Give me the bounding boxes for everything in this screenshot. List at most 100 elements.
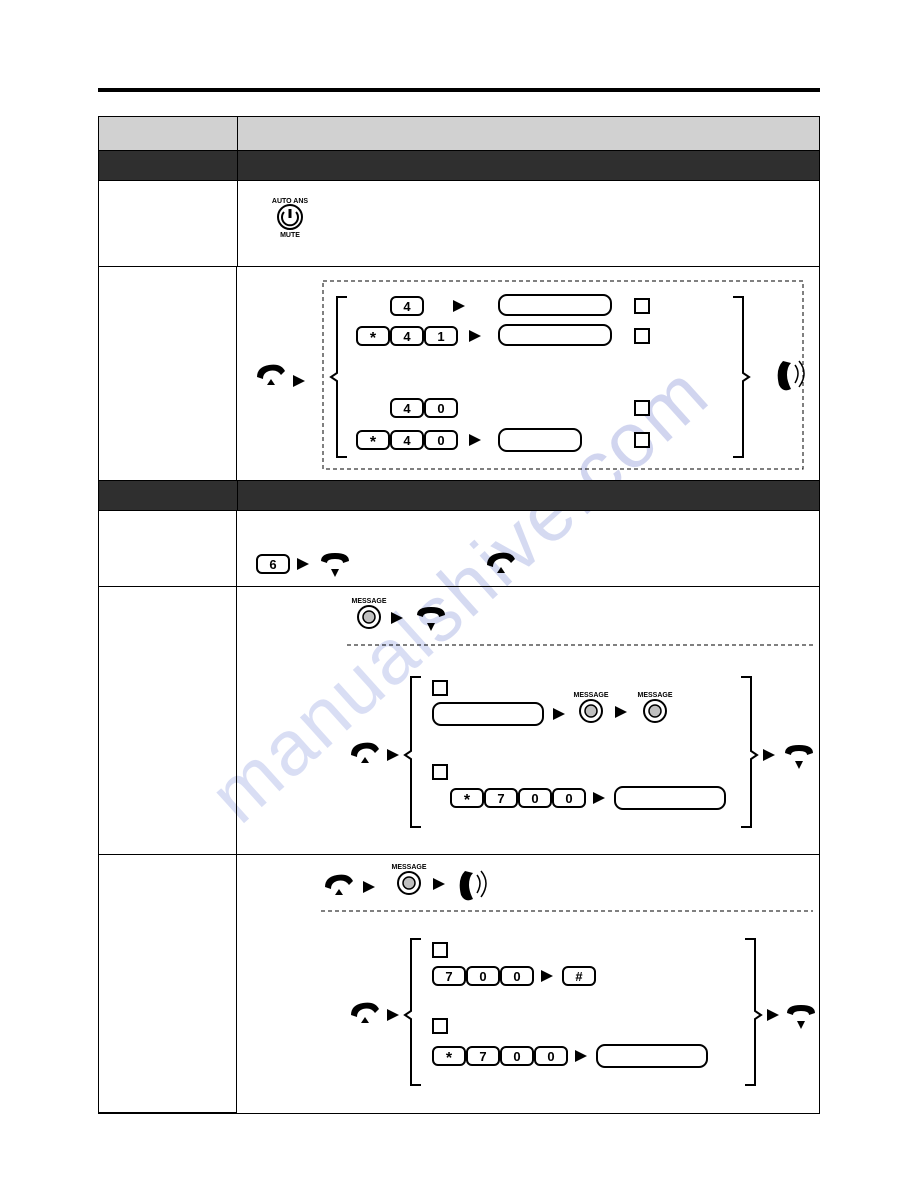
row-msg-leave-c1	[98, 586, 237, 854]
key-hash-label: #	[575, 969, 583, 984]
message-button-inner	[649, 705, 661, 717]
arrow-icon	[297, 558, 309, 570]
input-field[interactable]	[433, 703, 543, 725]
arrow-icon	[391, 612, 403, 624]
row-msg-leave-c2: MESSAGE	[237, 586, 819, 854]
arrow-icon	[469, 330, 481, 342]
msg-cb-svg: MESSAGE	[237, 855, 819, 1115]
offhook-icon	[257, 365, 285, 385]
row-auto-ans-c2: AUTO ANS MUTE	[238, 180, 819, 266]
message-label: MESSAGE	[573, 692, 608, 699]
key-star-label: *	[370, 434, 377, 451]
key-0-label: 0	[513, 1049, 520, 1064]
arrow-icon	[553, 708, 565, 720]
onhook-icon	[787, 1005, 815, 1029]
checkbox[interactable]	[635, 329, 649, 343]
arrow-icon	[293, 375, 305, 387]
mute-label: MUTE	[280, 232, 300, 239]
arrow-icon	[763, 749, 775, 761]
cb-row-a: 7 0 0 #	[433, 943, 595, 985]
bracket-left	[405, 677, 421, 827]
onhook-icon	[785, 745, 813, 769]
section-divider-1	[98, 150, 819, 180]
section-col2	[238, 150, 819, 180]
offhook-icon	[487, 553, 515, 573]
input-field[interactable]	[499, 295, 611, 315]
key-6-label: 6	[269, 557, 276, 572]
seq-row-3: 4 0	[391, 399, 649, 417]
arrow-icon	[387, 749, 399, 761]
bracket-right	[733, 297, 749, 457]
checkbox[interactable]	[635, 401, 649, 415]
row-key6-c2: 6	[237, 510, 819, 586]
arrow-icon	[575, 1050, 587, 1062]
bracket-left	[405, 939, 421, 1085]
key6-svg: 6	[237, 511, 819, 587]
row-auto-ans: AUTO ANS MUTE	[98, 180, 819, 266]
key-0-label: 0	[437, 433, 444, 448]
row-pickup-c1	[98, 266, 237, 480]
pickup-svg: 4 * 4 1	[237, 267, 819, 481]
arrow-icon	[387, 1009, 399, 1021]
bracket-left	[331, 297, 347, 457]
input-field[interactable]	[597, 1045, 707, 1067]
checkbox[interactable]	[635, 433, 649, 447]
key-7-label: 7	[497, 791, 504, 806]
key-0-label: 0	[437, 401, 444, 416]
checkbox[interactable]	[635, 299, 649, 313]
input-field[interactable]	[615, 787, 725, 809]
key-4-label: 4	[403, 329, 411, 344]
bracket-right	[741, 677, 757, 827]
onhook-icon	[321, 553, 349, 577]
row-pickup-c2: 4 * 4 1	[237, 266, 819, 480]
arrow-icon	[363, 881, 375, 893]
row-auto-ans-c1	[98, 180, 238, 266]
input-field[interactable]	[499, 325, 611, 345]
key-4-label: 4	[403, 401, 411, 416]
seq-row-2: * 4 1	[357, 325, 649, 347]
row-key6-c1	[98, 510, 237, 586]
checkbox[interactable]	[433, 1019, 447, 1033]
arrow-icon	[615, 706, 627, 718]
row-key6: 6	[98, 510, 819, 586]
key-0-label: 0	[479, 969, 486, 984]
key-0-label: 0	[513, 969, 520, 984]
key-1-label: 1	[437, 329, 444, 344]
row-pickup: 4 * 4 1	[98, 266, 819, 480]
checkbox[interactable]	[433, 765, 447, 779]
key-7-label: 7	[479, 1049, 486, 1064]
seq-row-4: * 4 0	[357, 429, 649, 451]
input-field[interactable]	[499, 429, 581, 451]
message-label: MESSAGE	[351, 598, 386, 605]
header-col2	[238, 116, 819, 150]
arrow-icon	[593, 792, 605, 804]
auto-ans-svg: AUTO ANS MUTE	[238, 181, 818, 267]
top-rule	[98, 88, 820, 92]
key-star-label: *	[464, 792, 471, 809]
auto-ans-label: AUTO ANS	[272, 198, 309, 205]
onhook-icon	[417, 607, 445, 631]
msg-row-a: MESSAGE MESSAGE	[433, 681, 673, 725]
key-star-label: *	[370, 330, 377, 347]
key-0-label: 0	[547, 1049, 554, 1064]
bracket-right	[745, 939, 761, 1085]
msg-row-b: * 7 0 0	[433, 765, 725, 809]
key-star-label: *	[446, 1050, 453, 1067]
message-label: MESSAGE	[637, 692, 672, 699]
key-0-label: 0	[565, 791, 572, 806]
key-0-label: 0	[531, 791, 538, 806]
header-col1	[98, 116, 238, 150]
arrow-icon	[433, 878, 445, 890]
message-button-inner	[363, 611, 375, 623]
seq-row-1: 4	[391, 295, 649, 315]
offhook-icon	[351, 1003, 379, 1023]
talk-icon	[460, 871, 486, 900]
key-4-label: 4	[403, 299, 411, 314]
checkbox[interactable]	[433, 943, 447, 957]
section-divider-2	[98, 480, 819, 510]
power-icon-bar	[289, 209, 292, 218]
offhook-icon	[325, 875, 353, 895]
message-button-inner	[403, 877, 415, 889]
arrow-icon	[469, 434, 481, 446]
checkbox[interactable]	[433, 681, 447, 695]
